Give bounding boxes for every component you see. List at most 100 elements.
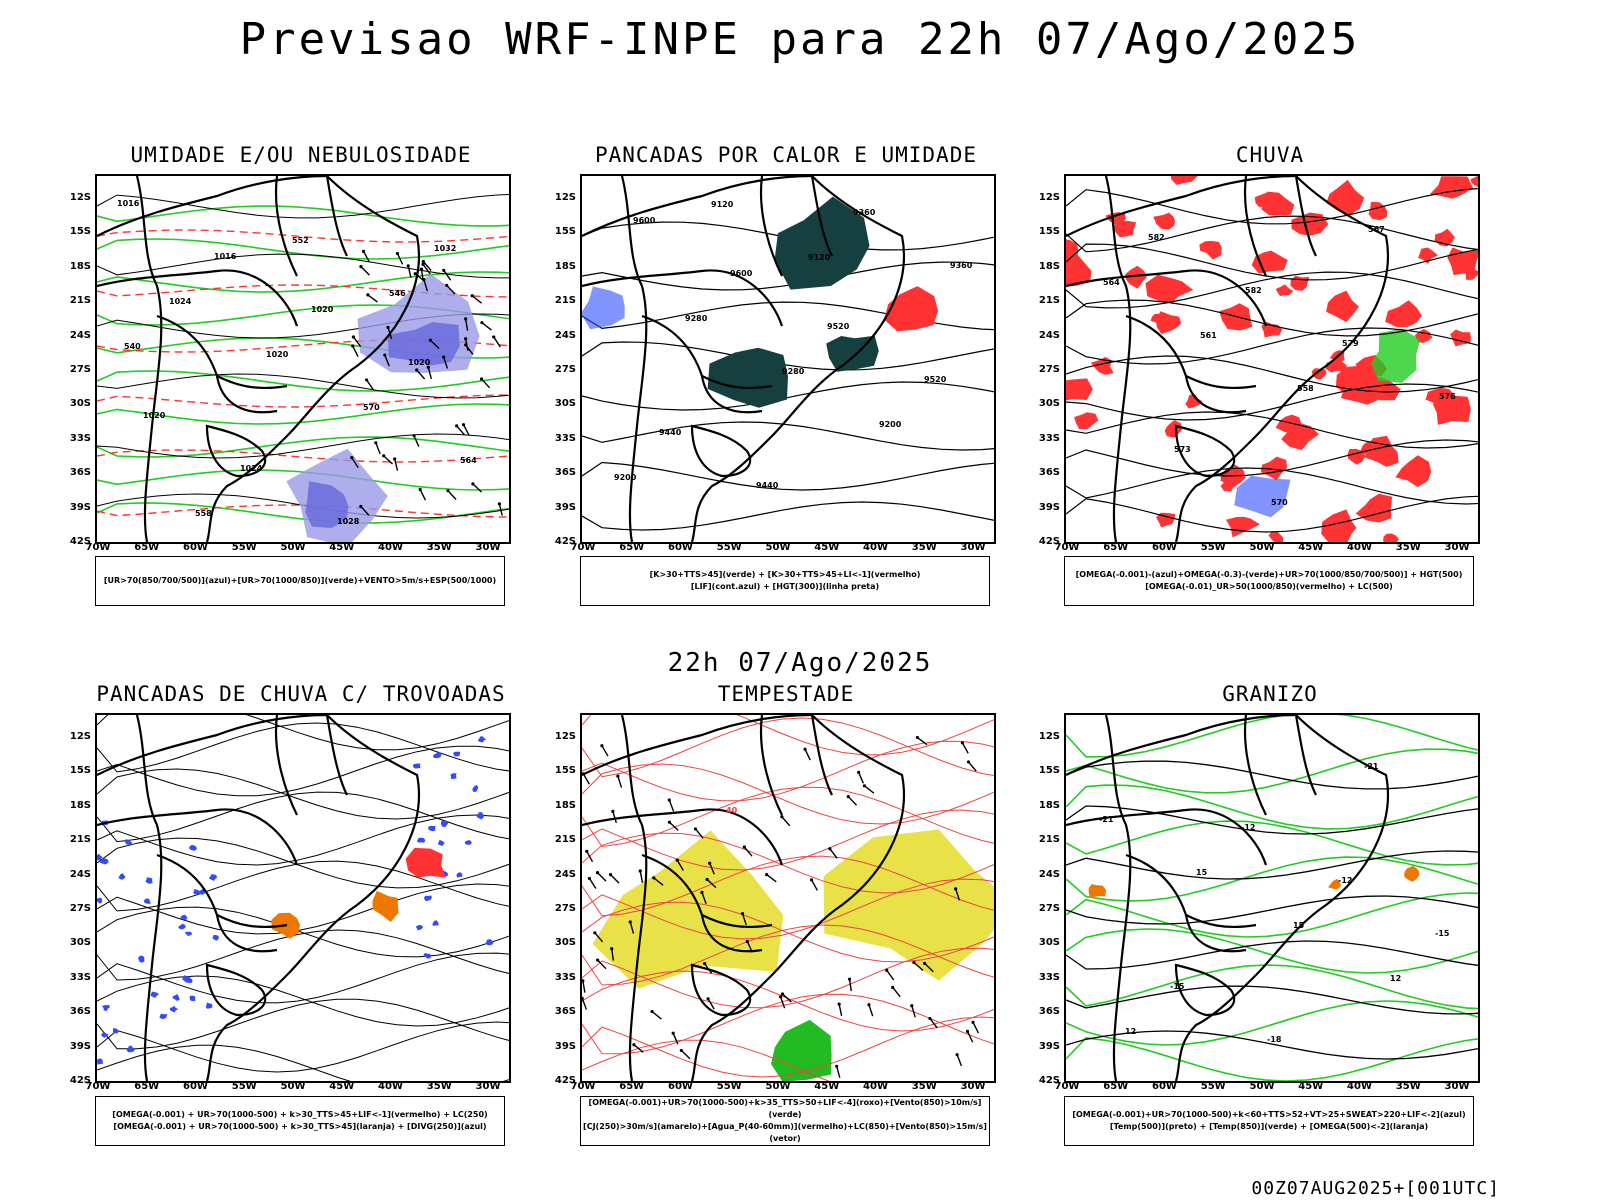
wind-vector-head [632,1043,636,1047]
lc850-streamline [582,855,994,917]
wind-vector [804,748,811,761]
wind-vector-head [582,996,584,1000]
latitude-tick-label: 15S [1038,765,1060,777]
wind-vector [610,874,620,884]
temp850-contour [1066,748,1478,794]
map-border-line [690,963,752,1017]
map-border-line [1104,715,1132,1081]
map-border-line [205,176,420,542]
divergence-region [486,939,494,946]
map-border-line [135,176,163,542]
wind-vector [366,379,374,391]
longitude-tick-label: 50W [765,1081,791,1092]
wind-vector [892,986,901,998]
map-canvas: 9600 9600 9520 9520 9440 9440 9360 9360 9280 9280… [582,176,994,542]
contour-label: 558 [195,509,212,518]
divergence-region [124,839,133,845]
wind-vector [864,785,875,794]
wind-vector-head [374,441,378,445]
divergence-region [101,1005,110,1011]
legend-box: [K>30+TTS>45](verde) + [K>30+TTS>45+LI<-… [580,556,990,606]
wind-vector [706,878,717,889]
contour-label: 15 [1196,868,1208,877]
longitude-tick-label: 30W [1444,542,1470,553]
wind-vector [422,263,431,275]
divergence-region [437,839,445,847]
streamline [97,1044,509,1081]
rain-region [1185,394,1203,409]
temp850-contour [1066,928,1478,974]
latitude-tick-label: 12S [69,192,91,203]
wind-vector-head [885,968,889,972]
forecast-map: 40 [580,713,996,1083]
run-timestamp: 00Z07AUG2025+[001UTC] [1251,1178,1500,1199]
latitude-tick-label: 39S [69,1040,91,1052]
map-border-line [1174,176,1389,542]
contour-label: 9520 [827,322,850,331]
wind-vector-head [803,747,807,751]
latitude-tick-label: 27S [554,364,576,375]
map-border-line [1174,715,1389,1081]
wind-vector-head [650,1009,654,1014]
contour-label: 1020 [311,305,334,314]
wind-vector-head [835,1064,839,1068]
wind-vector [672,1032,679,1045]
wind-vector-head [675,858,679,862]
longitude-tick-label: 45W [814,542,840,553]
hgt500-contour [1066,411,1478,449]
latitude-tick-label: 12S [1038,731,1060,742]
legend-text: [K>30+TTS>45](verde) + [K>30+TTS>45+LI<-… [649,570,921,579]
rain-region [1383,533,1399,542]
wind-vector [582,773,591,785]
wind-vector [886,969,895,981]
wind-vector-head [497,502,501,506]
rain-region [1251,250,1288,274]
latitude-tick-label: 12S [554,731,576,742]
wind-vector [701,892,707,904]
lc850-streamline [582,832,994,894]
wind-vector [375,442,381,455]
wind-vector [651,1011,662,1020]
omega500-region [1328,878,1341,890]
divergence-region [464,840,472,845]
divergence-region [97,853,103,861]
legend-box: [OMEGA(-0.001)-(azul)+OMEGA(-0.3)-(verde… [1064,556,1474,606]
wind-vector [743,846,753,857]
wind-vector-head [413,272,417,276]
map-border-line [1066,715,1297,776]
contour-label: 12 [1125,1027,1136,1036]
humidity-contour [97,403,509,425]
rain-region [1432,395,1471,425]
wind-vector-head [596,958,600,962]
wind-vector [612,811,618,824]
wind-vector-head [445,283,449,287]
wind-vector [422,260,432,272]
rain-region [1326,179,1365,217]
wind-vector [916,736,928,746]
wind-vector [423,279,429,292]
rain-region [1260,456,1288,481]
wind-vector-head [464,317,468,321]
wind-vector [447,490,457,500]
longitude-tick-label: 35W [911,542,937,553]
wind-vector-head [705,877,709,882]
wind-vector-head [442,355,446,359]
instability-region [826,335,879,372]
contour-label: 12 [1390,974,1401,983]
longitude-tick-label: 40W [1347,542,1372,553]
map-border-line [701,914,773,929]
divergence-region [424,895,432,901]
map-border-line [97,808,299,866]
longitude-tick-label: 70W [570,542,596,553]
wind-vector [582,998,588,1010]
latitude-tick-label: 27S [554,903,576,914]
lc850-streamline [582,717,994,778]
wind-vector [695,828,704,839]
latitude-tick-label: 42S [1038,1075,1060,1086]
map-border-line [1244,715,1267,816]
longitude-tick-label: 40W [1347,1081,1372,1092]
longitude-tick-label: 45W [1298,1081,1324,1092]
wind-vector-head [679,1048,683,1053]
map-border-line [97,269,299,327]
rain-region [1153,212,1175,230]
